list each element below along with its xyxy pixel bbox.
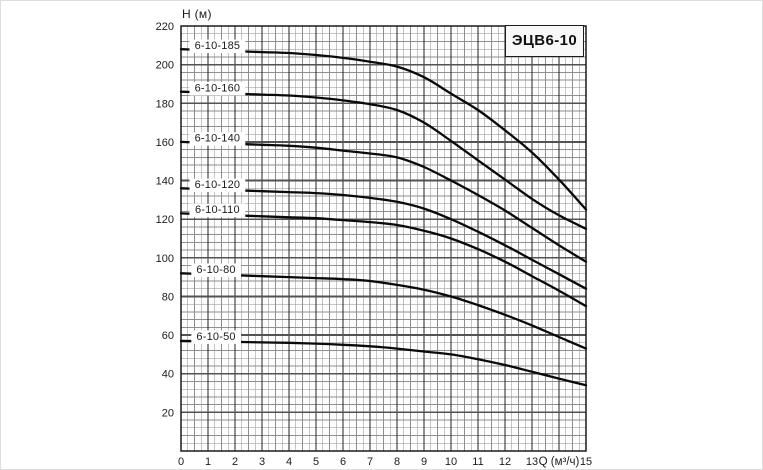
svg-text:6-10-80: 6-10-80 <box>196 264 235 276</box>
svg-text:6-10-50: 6-10-50 <box>196 331 235 343</box>
svg-text:200: 200 <box>156 60 174 72</box>
svg-text:3: 3 <box>259 456 265 468</box>
svg-text:140: 140 <box>156 176 174 188</box>
svg-text:60: 60 <box>162 330 174 342</box>
curve-label-6-10-120: 6-10-120 <box>189 178 246 193</box>
svg-text:160: 160 <box>156 137 174 149</box>
svg-text:6-10-110: 6-10-110 <box>195 204 240 216</box>
curve-label-6-10-50: 6-10-50 <box>191 330 241 344</box>
curve-6-10-50 <box>179 339 588 387</box>
svg-text:12: 12 <box>499 456 511 468</box>
grid-minor <box>181 26 586 451</box>
svg-text:7: 7 <box>367 456 373 468</box>
svg-text:2: 2 <box>232 456 238 468</box>
curve-6-10-140 <box>179 140 588 263</box>
svg-text:9: 9 <box>421 456 427 468</box>
svg-text:11: 11 <box>472 456 483 468</box>
curve-labels: 6-10-185 6-10-160 6-10-140 6-10-120 6-10-110… <box>189 39 246 344</box>
svg-text:10: 10 <box>445 456 457 468</box>
curve-6-10-110 <box>179 212 588 308</box>
curve-label-6-10-140: 6-10-140 <box>189 132 246 146</box>
curve-6-10-120 <box>179 187 588 290</box>
svg-text:6: 6 <box>340 456 346 468</box>
chart-title-box: ЭЦВ6-10 <box>505 25 584 57</box>
svg-text:6-10-160: 6-10-160 <box>195 83 241 95</box>
svg-text:1: 1 <box>205 456 211 468</box>
curve-6-10-80 <box>179 272 588 350</box>
svg-text:20: 20 <box>162 407 174 419</box>
svg-text:180: 180 <box>156 98 174 110</box>
curve-label-6-10-110: 6-10-110 <box>189 203 246 218</box>
svg-text:80: 80 <box>162 292 174 304</box>
x-axis-title: Q (м³/ч) <box>539 456 580 468</box>
svg-text:15: 15 <box>580 456 592 468</box>
svg-text:6-10-120: 6-10-120 <box>195 179 241 191</box>
curve-label-6-10-80: 6-10-80 <box>191 263 241 277</box>
svg-text:0: 0 <box>178 456 184 468</box>
curve-label-6-10-160: 6-10-160 <box>189 82 246 96</box>
y-axis-title: H (м) <box>182 7 212 21</box>
svg-text:8: 8 <box>394 456 400 468</box>
pump-curves <box>179 48 588 387</box>
svg-text:100: 100 <box>156 253 174 265</box>
svg-text:13: 13 <box>526 456 538 468</box>
curve-6-10-185 <box>179 48 588 211</box>
svg-text:220: 220 <box>156 21 174 33</box>
svg-text:4: 4 <box>286 456 292 468</box>
curve-6-10-160 <box>179 90 588 230</box>
svg-text:6-10-140: 6-10-140 <box>195 133 241 145</box>
svg-text:120: 120 <box>156 214 174 226</box>
svg-text:40: 40 <box>162 369 174 381</box>
curve-label-6-10-185: 6-10-185 <box>189 39 246 53</box>
svg-text:6-10-185: 6-10-185 <box>195 40 241 52</box>
svg-text:5: 5 <box>313 456 319 468</box>
